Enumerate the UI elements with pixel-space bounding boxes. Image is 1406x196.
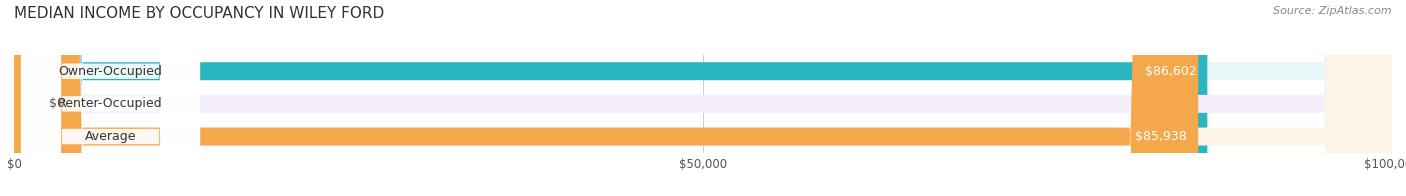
- Text: $0: $0: [48, 97, 65, 110]
- FancyBboxPatch shape: [14, 0, 1198, 196]
- FancyBboxPatch shape: [21, 0, 200, 196]
- FancyBboxPatch shape: [21, 0, 200, 196]
- FancyBboxPatch shape: [14, 0, 1392, 196]
- Text: Source: ZipAtlas.com: Source: ZipAtlas.com: [1274, 6, 1392, 16]
- Text: Average: Average: [84, 130, 136, 143]
- FancyBboxPatch shape: [14, 0, 1392, 196]
- FancyBboxPatch shape: [14, 0, 1208, 196]
- Text: $86,602: $86,602: [1144, 65, 1197, 78]
- Text: MEDIAN INCOME BY OCCUPANCY IN WILEY FORD: MEDIAN INCOME BY OCCUPANCY IN WILEY FORD: [14, 6, 384, 21]
- FancyBboxPatch shape: [14, 0, 1392, 196]
- FancyBboxPatch shape: [21, 0, 200, 196]
- Text: $85,938: $85,938: [1136, 130, 1187, 143]
- Text: Owner-Occupied: Owner-Occupied: [59, 65, 163, 78]
- Text: Renter-Occupied: Renter-Occupied: [58, 97, 163, 110]
